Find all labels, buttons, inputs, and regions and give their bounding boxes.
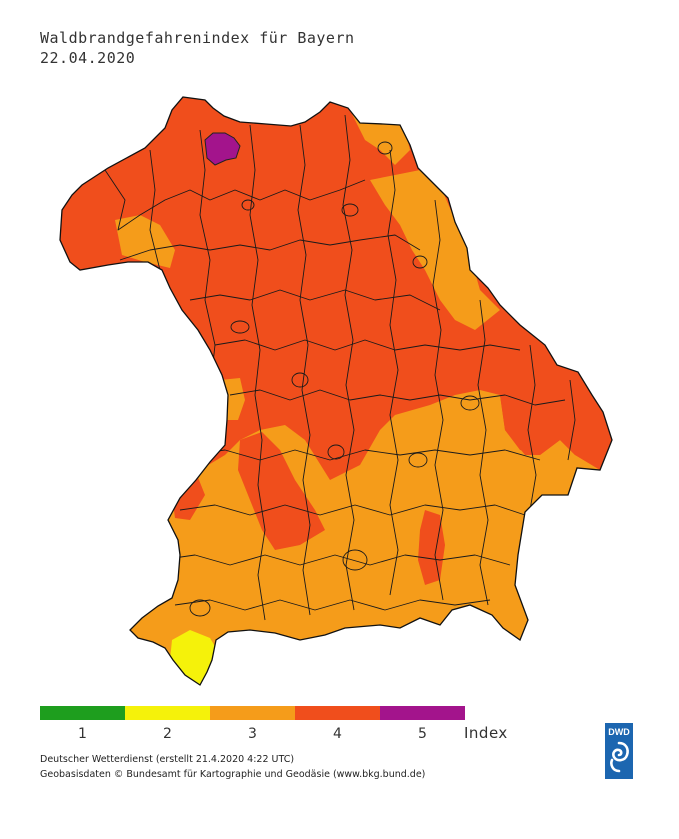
legend-label-5: 5 — [418, 726, 427, 742]
legend-swatch-5 — [380, 706, 465, 720]
legend-label-4: 4 — [333, 726, 342, 742]
zone-level-5 — [204, 132, 241, 166]
dwd-logo-text: DWD — [608, 727, 630, 737]
credits-line-1: Deutscher Wetterdienst (erstellt 21.4.20… — [40, 754, 295, 765]
zone-level-3-south — [60, 390, 612, 685]
legend-swatch-2 — [125, 706, 210, 720]
bavaria-border — [59, 96, 613, 686]
bavaria-fire-danger-map — [59, 96, 613, 686]
legend-swatch-4 — [295, 706, 380, 720]
dwd-logo: DWD — [605, 723, 633, 779]
map-title-block: Waldbrandgefahrenindex für Bayern 22.04.… — [40, 28, 355, 68]
district-boundaries — [104, 114, 576, 621]
legend-label-1: 1 — [78, 726, 87, 742]
map-date: 22.04.2020 — [40, 49, 136, 67]
legend-label-3: 3 — [248, 726, 257, 742]
index-legend: 1 2 3 4 5 Index — [40, 706, 520, 746]
zone-level-3-east — [370, 170, 500, 330]
city-outlines — [189, 141, 480, 617]
credits-line-2: Geobasisdaten © Bundesamt für Kartograph… — [40, 769, 426, 780]
legend-swatch-3 — [210, 706, 295, 720]
danger-zones — [60, 97, 612, 685]
legend-swatch-1 — [40, 706, 125, 720]
map-title: Waldbrandgefahrenindex für Bayern — [40, 29, 355, 47]
legend-unit-label: Index — [464, 724, 508, 742]
legend-label-2: 2 — [163, 726, 172, 742]
zone-level-4-east — [500, 380, 610, 462]
credits: Deutscher Wetterdienst (erstellt 21.4.20… — [40, 752, 425, 782]
swirl-icon — [612, 741, 629, 762]
zone-level-4-south-east — [418, 510, 445, 585]
swirl-tail-icon — [610, 758, 621, 773]
zone-level-3-west — [115, 215, 175, 268]
